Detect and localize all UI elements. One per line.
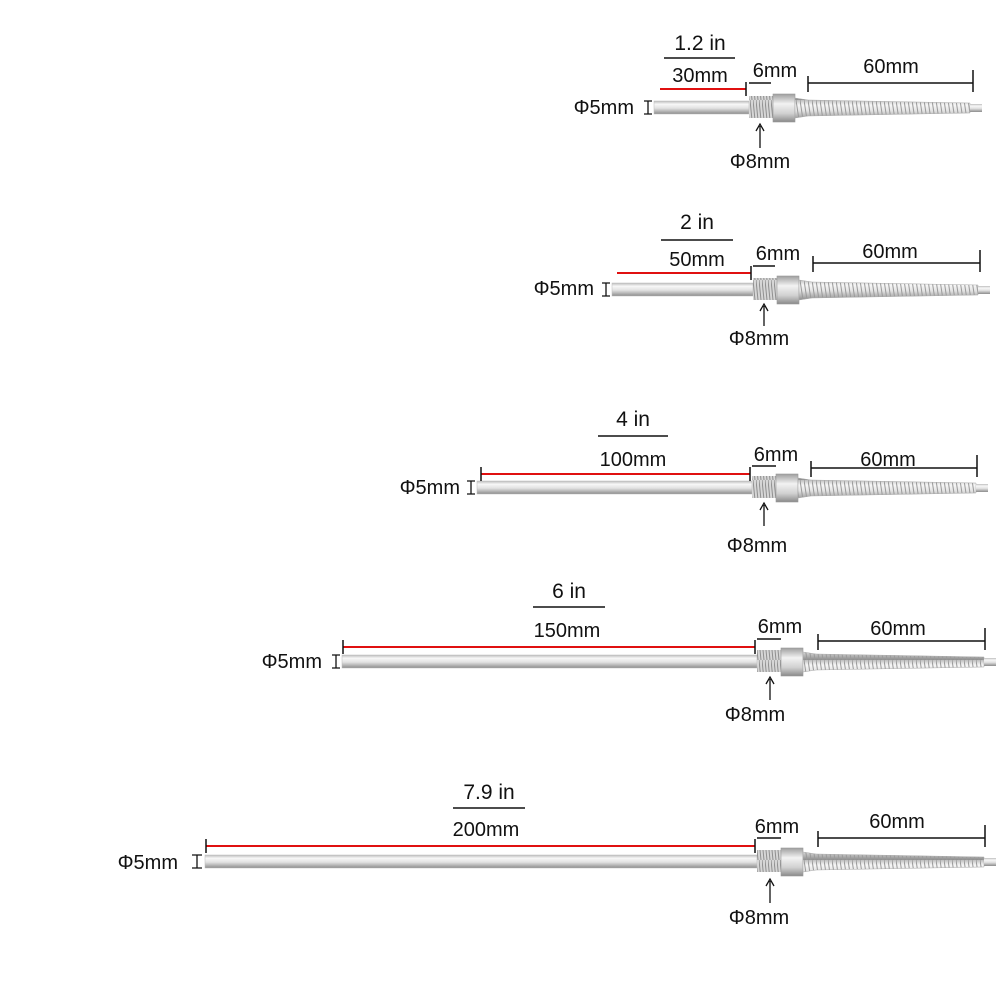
hex-nut [775, 473, 799, 503]
spring-sheath [798, 279, 979, 301]
length-inches-label: 4 in [616, 408, 650, 431]
lead-wire [984, 858, 996, 866]
hex-nut [772, 93, 796, 123]
probe-diameter-label: Φ5mm [262, 651, 322, 673]
spring-length-label: 60mm [870, 618, 926, 640]
thread-section [753, 278, 777, 300]
spring-length-label: 60mm [863, 56, 919, 78]
probe-diameter-bracket [332, 654, 340, 669]
spring-length-label: 60mm [860, 449, 916, 471]
thread-length-label: 6mm [754, 444, 798, 466]
probe-rod [476, 480, 753, 495]
thread-diameter-arrow [765, 877, 775, 903]
probe-diameter-label: Φ5mm [400, 477, 460, 499]
probe-rod [341, 654, 758, 669]
thread-length-label: 6mm [753, 60, 797, 82]
length-inches-label: 6 in [552, 580, 586, 603]
thread-diameter-arrow [755, 122, 765, 148]
hex-nut [776, 275, 800, 305]
spring-sheath [797, 477, 977, 499]
length-mm-label: 200mm [453, 819, 520, 841]
probe-diameter-bracket [644, 100, 652, 115]
probe-50mm: 2 in 50mm 6mm 60mm Φ5mm Φ8mm [534, 211, 990, 350]
thread-section [752, 476, 776, 498]
spring-sheath [802, 851, 985, 873]
thread-section [757, 850, 781, 872]
probe-200mm: 7.9 in 200mm 6mm 60mm Φ5mm Φ8mm [118, 781, 996, 929]
probe-rod [653, 100, 750, 115]
length-mm-label: 100mm [600, 449, 667, 471]
thread-length-label: 6mm [758, 616, 802, 638]
thread-diameter-arrow [759, 501, 769, 526]
thread-section [749, 96, 773, 118]
thread-diameter-label: Φ8mm [725, 704, 785, 726]
length-mm-label: 50mm [669, 249, 725, 271]
lead-wire [970, 104, 982, 112]
probe-100mm: 4 in 100mm 6mm 60mm Φ5mm Φ8mm [400, 408, 988, 557]
spring-sheath [794, 97, 971, 119]
length-inches-label: 7.9 in [463, 781, 514, 804]
thread-diameter-label: Φ8mm [729, 328, 789, 350]
thread-diameter-label: Φ8mm [727, 535, 787, 557]
probe-150mm: 6 in 150mm 6mm 60mm Φ5mm Φ8mm [262, 580, 996, 726]
lead-wire [978, 286, 990, 294]
length-inches-label: 2 in [680, 211, 714, 234]
length-inches-label: 1.2 in [674, 32, 725, 55]
thread-diameter-label: Φ8mm [729, 907, 789, 929]
spring-length-label: 60mm [869, 811, 925, 833]
probe-rod [204, 854, 758, 869]
probe-30mm: 1.2 in 30mm 6mm 60mm Φ5mm Φ8mm [574, 32, 982, 173]
thread-length-label: 6mm [756, 243, 800, 265]
probe-diameter-bracket [467, 480, 475, 495]
lead-wire [976, 484, 988, 492]
lead-wire [984, 658, 996, 666]
probe-diameter-bracket [192, 854, 202, 869]
thread-section [757, 650, 781, 672]
hex-nut [780, 847, 804, 877]
thread-diameter-label: Φ8mm [730, 151, 790, 173]
length-mm-label: 30mm [672, 65, 728, 87]
probe-rod [611, 282, 754, 297]
probe-diameter-label: Φ5mm [574, 97, 634, 119]
probe-diameter-label: Φ5mm [118, 852, 178, 874]
length-mm-label: 150mm [534, 620, 601, 642]
hex-nut [780, 647, 804, 677]
probe-diameter-label: Φ5mm [534, 278, 594, 300]
thread-diameter-arrow [765, 675, 775, 700]
spring-length-label: 60mm [862, 241, 918, 263]
thread-length-label: 6mm [755, 816, 799, 838]
thread-diameter-arrow [759, 302, 769, 326]
probe-diameter-bracket [602, 282, 610, 297]
spring-sheath [802, 651, 985, 673]
